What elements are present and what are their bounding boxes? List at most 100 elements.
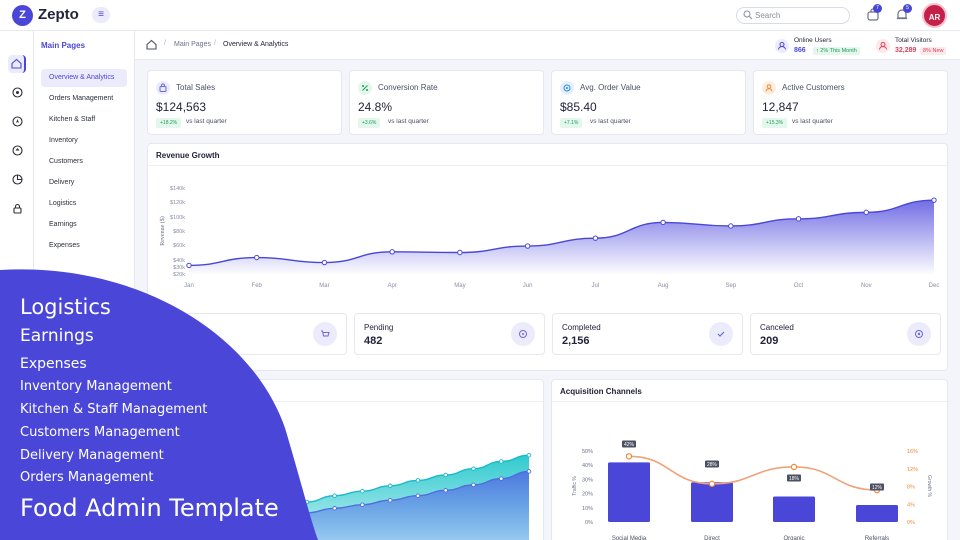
trend-chart (165, 452, 532, 540)
subnav-item-customers[interactable]: Customers (49, 158, 83, 165)
x-tick-label: Oct (794, 283, 804, 289)
orders-card: Orders (156, 313, 347, 355)
revenue-growth-card: Revenue Growth $20k $30k $40k $60k $80k $100k… (147, 143, 948, 371)
kpi-compare: vs last quarter (388, 118, 429, 125)
subnav-item-overview[interactable]: Overview & Analytics (41, 69, 127, 87)
y-right-tick-label: 12% (907, 467, 918, 473)
growth-point (625, 453, 633, 460)
search-icon (743, 10, 753, 20)
y-tick-label: $80k (173, 229, 185, 235)
order-stat-value: 209 (760, 335, 779, 347)
acquisition-title: Acquisition Channels (560, 387, 642, 396)
avatar[interactable]: AR (922, 3, 947, 28)
y-tick-label: $120k (170, 200, 185, 206)
kpi-value: 24.8% (358, 100, 393, 114)
online-users-change: ↑ 2% This Month (813, 47, 860, 55)
revenue-line (188, 199, 935, 267)
x-tick-label: Jul (592, 283, 600, 289)
pending-card: Pending 482 (354, 313, 545, 355)
trend-point-b (193, 524, 199, 529)
clock-icon (511, 322, 535, 346)
total-visitors-change: 8% New (920, 47, 947, 55)
check-icon (709, 322, 733, 346)
kpi-compare: vs last quarter (590, 118, 631, 125)
revenue-point (795, 216, 802, 222)
trend-point-a (304, 499, 310, 505)
breadcrumb-current: Overview & Analytics (223, 41, 289, 48)
revenue-point (660, 219, 666, 226)
trend-point-a (498, 459, 504, 464)
order-stat-label: Pending (364, 323, 394, 332)
kpi-label: Avg. Order Value (580, 83, 641, 92)
bar-data-label: 42% (624, 442, 635, 448)
y-left-tick-label: 50% (582, 449, 593, 455)
trend-point-a (276, 503, 282, 508)
total-visitors-value: 32,289 (895, 47, 917, 54)
x-tick-label: Jan (184, 283, 194, 289)
trend-point-a (165, 519, 171, 525)
search-input[interactable] (755, 9, 845, 22)
kpi-label: Total Sales (176, 83, 216, 92)
divider (552, 401, 947, 402)
bar-data-label: 28% (707, 462, 718, 468)
cart-icon (313, 322, 337, 346)
bar-data-label: 12% (872, 485, 883, 491)
top-bar: Z Zepto ≡ 7 5 AR (0, 0, 960, 31)
completed-card: Completed 2,156 (552, 313, 743, 355)
trend-point-a (360, 488, 365, 494)
menu-toggle-icon[interactable]: ≡ (92, 7, 110, 23)
icon-rail (0, 31, 34, 540)
x-tick-label: Jun (523, 283, 533, 289)
target-icon (907, 322, 931, 346)
order-stat-label: Canceled (760, 323, 794, 332)
percent-icon (358, 81, 372, 95)
target-icon[interactable] (8, 84, 26, 102)
bar-label-bg (622, 440, 636, 448)
pie-chart-icon[interactable] (8, 171, 26, 189)
kpi-label: Active Customers (782, 83, 845, 92)
search-box[interactable] (736, 7, 850, 24)
subnav-item-inventory[interactable]: Inventory (49, 137, 78, 144)
breadcrumb-parent[interactable]: Main Pages (174, 41, 211, 48)
breadcrumb-home-icon[interactable] (146, 39, 157, 50)
y-left-tick-label: 10% (582, 506, 593, 512)
x-tick-label: Organic (783, 536, 804, 540)
bar-label-bg (870, 483, 884, 491)
kpi-value: 12,847 (762, 100, 799, 114)
revenue-point (254, 254, 260, 261)
trend-point-b (498, 476, 504, 481)
subnav-item-delivery[interactable]: Delivery (49, 179, 75, 186)
lock-icon[interactable] (8, 200, 26, 218)
x-tick-label: Apr (388, 283, 397, 289)
home-icon[interactable] (8, 55, 26, 73)
bell-icon[interactable] (895, 8, 909, 22)
trend-point-b (360, 502, 365, 507)
trend-point-a (387, 483, 393, 489)
y-tick-label: $60k (173, 243, 185, 249)
trend-point-b (276, 514, 282, 519)
y-left-tick-label: 40% (582, 463, 593, 469)
revenue-point (728, 223, 734, 229)
trend-point-a (221, 511, 226, 516)
trend-point-b (387, 497, 393, 503)
upload-icon[interactable] (8, 142, 26, 160)
compass-icon[interactable] (8, 113, 26, 131)
subnav-item-kitchen[interactable]: Kitchen & Staff (49, 116, 96, 123)
y-tick-label: $30k (173, 265, 185, 271)
logo-mark[interactable]: Z (12, 5, 33, 26)
brand-name[interactable]: Zepto (38, 6, 79, 23)
traffic-bar (773, 496, 815, 522)
subnav-item-earnings[interactable]: Earnings (49, 221, 77, 228)
y-axis-label: Revenue ($) (159, 216, 166, 246)
subnav-item-orders[interactable]: Orders Management (49, 95, 114, 102)
trend-point-a (193, 515, 199, 521)
breadcrumb: / Main Pages / Overview & Analytics Onli… (135, 31, 960, 60)
revenue-title: Revenue Growth (156, 151, 220, 160)
subnav-item-logistics[interactable]: Logistics (49, 200, 77, 207)
x-tick-label: Referrals (865, 536, 889, 540)
y-left-tick-label: 20% (582, 492, 593, 498)
subnav-item-expenses[interactable]: Expenses (49, 242, 80, 249)
bar-label-bg (787, 474, 801, 482)
trend-point-a (332, 493, 337, 498)
revenue-point (389, 249, 395, 255)
